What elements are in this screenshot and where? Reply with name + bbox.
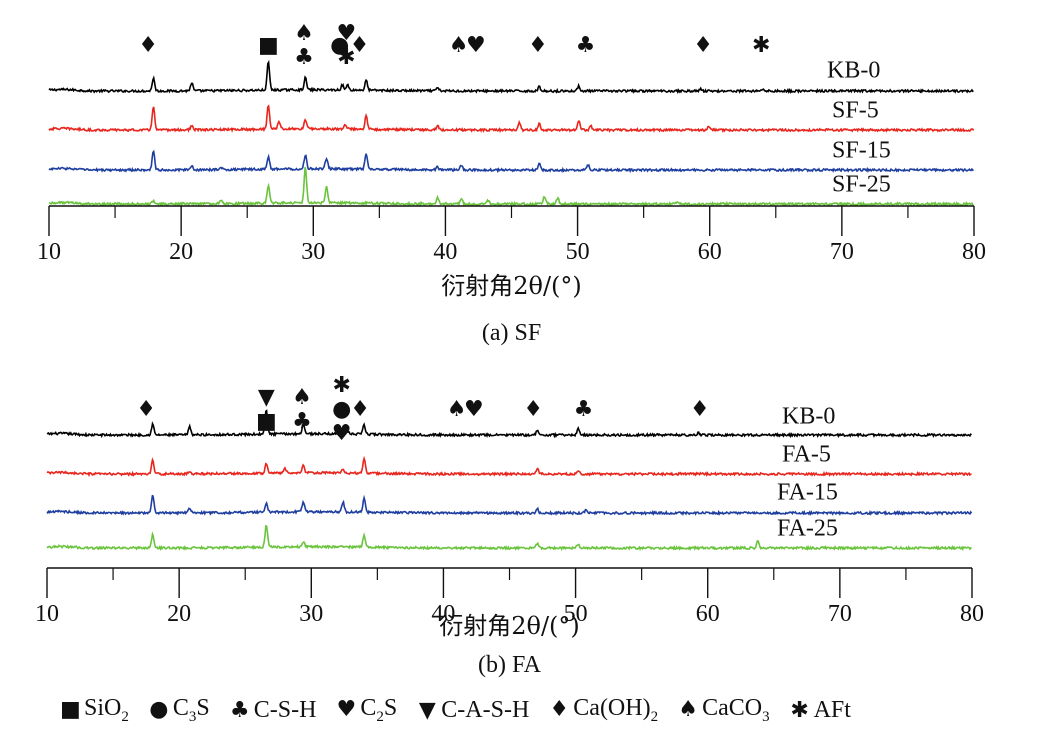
legend-item: ♦ Ca(OH)2	[549, 695, 658, 726]
peak-marker: ♥	[464, 397, 484, 422]
x-tick-label: 10	[37, 239, 61, 265]
series-line-sf-25	[48, 167, 974, 208]
x-tick-label: 80	[962, 239, 986, 265]
legend-item: ✱ AFt	[790, 697, 851, 724]
x-tick-label: 60	[698, 239, 722, 265]
peak-marker: ♦	[528, 33, 548, 58]
peak-marker: ♣	[574, 397, 594, 422]
panel-caption-sf: (a) SF	[482, 320, 541, 346]
peak-marker: ♦	[523, 397, 543, 422]
down-triangle-icon: ▼	[418, 697, 436, 723]
x-tick-label: 30	[301, 239, 325, 265]
panel-caption-fa: (b) FA	[478, 652, 542, 678]
legend-label: C2S	[360, 694, 398, 725]
series-label-sf-25: SF-25	[832, 172, 891, 198]
x-tick-label: 30	[299, 601, 323, 627]
series-line-fa-25	[46, 524, 973, 552]
diamond-icon: ♦	[549, 697, 570, 723]
peak-marker: ♠	[294, 21, 314, 46]
x-tick-label: 80	[960, 601, 984, 627]
peak-marker: ✱	[337, 45, 355, 70]
peak-marker: ●	[330, 33, 349, 58]
x-tick-label: 40	[433, 239, 457, 265]
peak-marker: ♦	[693, 33, 713, 58]
legend-item: ■ SiO2	[60, 695, 129, 726]
peak-marker: ■	[256, 409, 277, 434]
peak-marker: ✱	[332, 373, 350, 398]
peak-marker: ♦	[136, 397, 156, 422]
series-label-sf-5: SF-5	[832, 98, 879, 124]
x-axis-title: 衍射角2θ/(°)	[439, 612, 580, 640]
x-tick-label: 60	[696, 601, 720, 627]
series-label-sf-15: SF-15	[832, 138, 891, 164]
legend-label: C3S	[172, 694, 210, 725]
peak-marker: ▼	[258, 385, 275, 410]
legend-label: SiO2	[84, 694, 129, 725]
peak-marker: ♣	[576, 33, 596, 58]
legend-label: C-A-S-H	[441, 696, 530, 723]
peak-marker: ♣	[294, 45, 314, 70]
legend-label: CaCO3	[702, 694, 770, 725]
legend-item: ▼ C-A-S-H	[417, 697, 529, 724]
series-line-fa-15	[46, 494, 973, 517]
series-line-fa-5	[46, 455, 972, 478]
legend-label: C-S-H	[253, 696, 317, 723]
x-tick-label: 50	[564, 601, 588, 627]
peak-marker: ♠	[447, 397, 467, 422]
peak-marker: ♠	[449, 33, 469, 58]
peak-marker: ♦	[138, 33, 158, 58]
peak-marker: ♥	[332, 421, 352, 446]
legend-item: ♣ C-S-H	[230, 697, 317, 724]
series-label-kb-0: KB-0	[827, 58, 880, 84]
peak-marker: ♥	[466, 33, 486, 58]
series-line-kb-0	[48, 59, 974, 95]
legend-label: Ca(OH)2	[573, 694, 659, 725]
legend-item: ● C3S	[149, 694, 210, 726]
x-tick-label: 20	[169, 239, 193, 265]
phase-legend: ■ SiO2 ● C3S ♣ C-S-H ♥ C2S ▼ C-A-S-H ♦ Ca(OH)2 ♠ CaCO…	[60, 690, 1000, 730]
heart-icon: ♥	[336, 697, 357, 723]
series-line-sf-5	[48, 104, 975, 134]
x-axis-title: 衍射角2θ/(°)	[441, 272, 582, 300]
x-tick-label: 40	[431, 601, 455, 627]
circle-icon: ●	[149, 697, 169, 723]
legend-label: AFt	[813, 696, 851, 723]
x-tick-label: 70	[830, 239, 854, 265]
square-icon: ■	[60, 697, 81, 723]
peak-marker: ♦	[690, 397, 710, 422]
series-label-fa-5: FA-5	[782, 442, 831, 468]
peak-marker: ✱	[752, 33, 770, 58]
series-line-sf-15	[48, 149, 975, 174]
peak-marker: ■	[258, 33, 279, 58]
legend-item: ♥ C2S	[336, 694, 398, 726]
legend-item: ♠ CaCO3	[678, 694, 770, 726]
x-tick-label: 20	[167, 601, 191, 627]
x-tick-label: 50	[566, 239, 590, 265]
asterisk-icon: ✱	[790, 697, 809, 723]
peak-marker: ●	[332, 397, 351, 422]
club-icon: ♣	[229, 697, 250, 723]
series-label-kb-0: KB-0	[782, 404, 835, 430]
peak-marker: ♣	[292, 409, 312, 434]
x-tick-label: 10	[35, 601, 59, 627]
peak-marker: ♦	[350, 397, 370, 422]
series-label-fa-25: FA-25	[777, 516, 838, 542]
series-line-kb-0	[46, 409, 972, 439]
series-label-fa-15: FA-15	[777, 480, 838, 506]
x-tick-label: 70	[828, 601, 852, 627]
peak-marker: ♥	[336, 21, 356, 46]
peak-marker: ♠	[292, 385, 312, 410]
peak-marker: ♦	[350, 33, 370, 58]
spade-icon: ♠	[678, 697, 698, 723]
